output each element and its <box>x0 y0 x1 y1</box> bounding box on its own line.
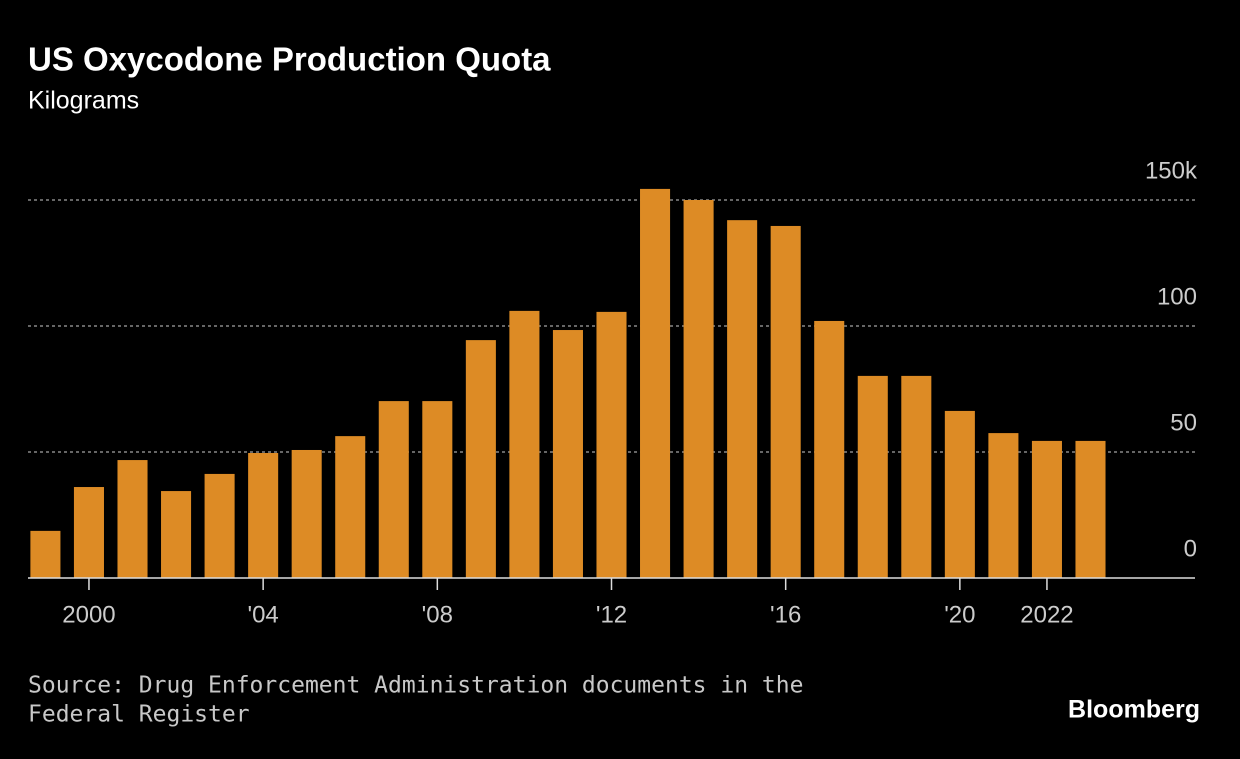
bar <box>814 320 845 578</box>
bar <box>901 375 932 578</box>
source: Federal Register <box>28 702 250 728</box>
bar <box>1031 440 1062 578</box>
x-tick-label: '20 <box>944 601 975 628</box>
bar <box>988 433 1019 578</box>
x-tick-label: '16 <box>770 601 801 628</box>
x-tick-label: 2022 <box>1020 601 1073 628</box>
bar <box>770 225 801 578</box>
bar <box>30 530 61 578</box>
y-tick-label: 50 <box>1170 409 1197 436</box>
bar <box>204 473 235 578</box>
bar <box>727 220 758 578</box>
bar <box>422 401 453 578</box>
x-tick-label: '04 <box>248 601 279 628</box>
y-tick-label: 150k <box>1145 157 1198 184</box>
bar <box>465 340 496 578</box>
bar <box>857 375 888 578</box>
x-tick-label: '12 <box>596 601 627 628</box>
bar <box>378 401 409 578</box>
chart-subtitle: Kilograms <box>28 87 139 115</box>
bar <box>552 330 583 578</box>
bar <box>596 311 627 578</box>
bar <box>640 188 671 579</box>
chart-title: US Oxycodone Production Quota <box>28 41 551 78</box>
bar <box>335 436 366 578</box>
y-tick-label: 0 <box>1184 535 1197 562</box>
bar <box>509 310 540 578</box>
y-tick-label: 100 <box>1157 283 1197 310</box>
bar <box>683 200 714 578</box>
x-tick-label: '08 <box>422 601 453 628</box>
bar <box>944 410 975 578</box>
source: Source: Drug Enforcement Administration … <box>28 673 803 699</box>
bar <box>1075 440 1106 578</box>
bar <box>248 453 279 578</box>
bar <box>73 487 104 578</box>
bar <box>291 449 322 578</box>
x-tick-label: 2000 <box>62 601 115 628</box>
bar <box>161 491 192 578</box>
brand: Bloomberg <box>1068 696 1200 724</box>
bar <box>117 460 148 578</box>
